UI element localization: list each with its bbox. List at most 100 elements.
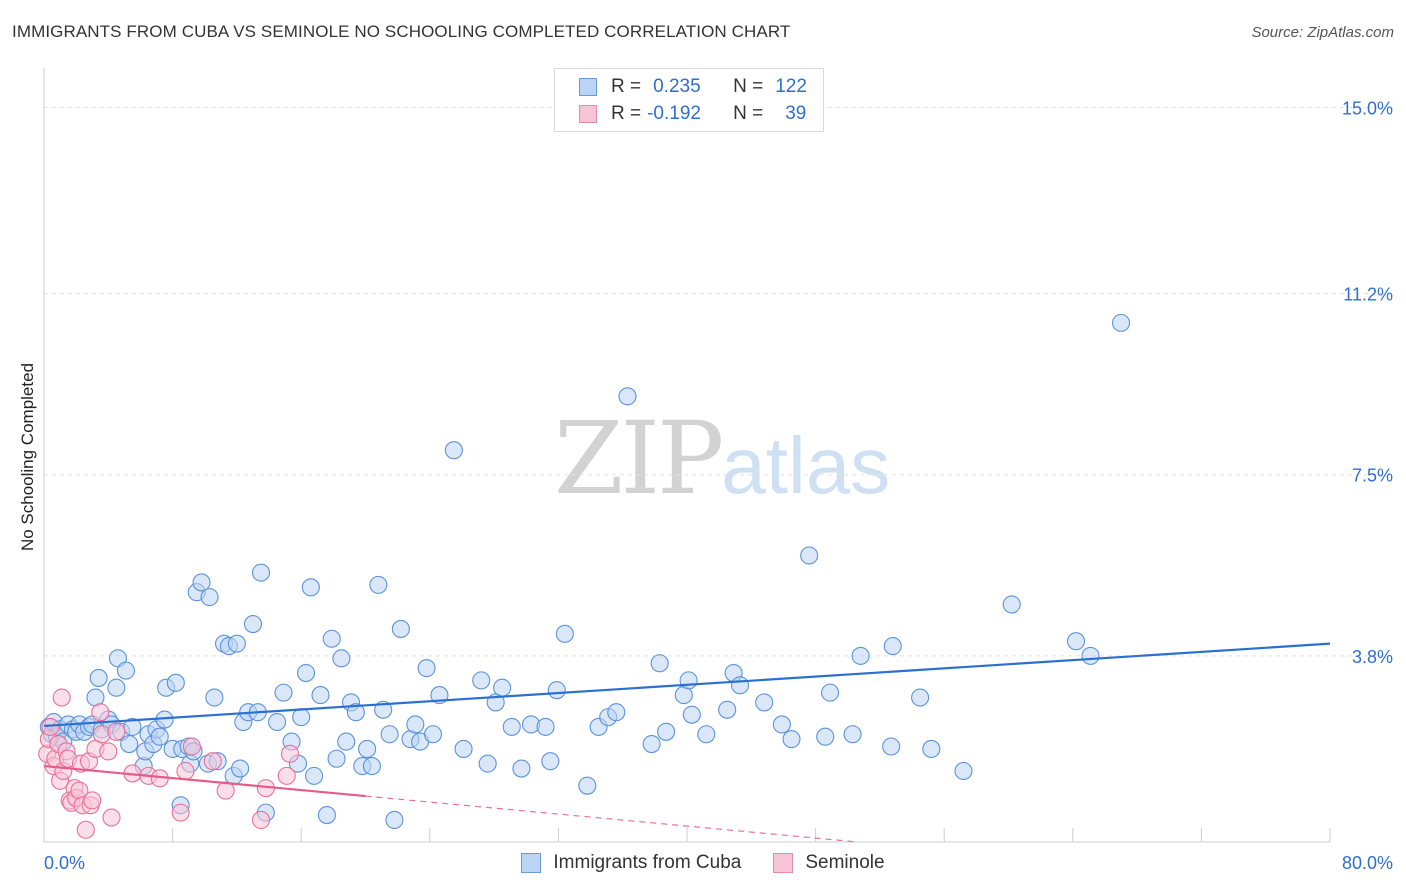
- cuba-point: [882, 737, 901, 756]
- y-axis-label: No Schooling Completed: [18, 362, 37, 552]
- legend-n-label: N =: [733, 76, 764, 97]
- cuba-point: [369, 575, 388, 594]
- cuba-point: [358, 739, 377, 758]
- cuba-point: [472, 671, 491, 690]
- cuba-point: [821, 683, 840, 702]
- seminole-point: [107, 722, 126, 741]
- cuba-point: [555, 624, 574, 643]
- cuba-point: [423, 725, 443, 744]
- cuba-point: [682, 705, 701, 724]
- series-label-seminole: Seminole: [805, 852, 885, 873]
- seminole-point: [176, 761, 195, 781]
- seminole-point: [102, 808, 121, 827]
- cuba-point: [454, 739, 473, 758]
- cuba-point: [444, 441, 463, 460]
- cuba-point: [292, 708, 311, 727]
- cuba-point: [922, 739, 941, 758]
- legend-row-cuba: R = 0.235 N = 122: [579, 74, 807, 100]
- series-swatch-cuba: [521, 853, 542, 873]
- y-tick-label: 11.2%: [1343, 284, 1393, 304]
- legend-n-label: N =: [733, 103, 764, 124]
- cuba-point: [346, 703, 365, 722]
- cuba-point: [243, 615, 263, 634]
- chart-title: IMMIGRANTS FROM CUBA VS SEMINOLE NO SCHO…: [12, 22, 791, 41]
- cuba-point: [150, 727, 169, 746]
- cuba-point: [541, 752, 560, 771]
- cuba-point: [883, 637, 902, 656]
- cuba-point: [317, 806, 336, 825]
- cuba-point: [800, 546, 819, 565]
- cuba-point: [502, 717, 521, 736]
- cuba-point: [1081, 646, 1100, 665]
- y-tick-label: 3.8%: [1352, 647, 1393, 667]
- cuba-point: [954, 761, 973, 781]
- cuba-point: [782, 730, 801, 749]
- cuba-point: [406, 715, 425, 734]
- cuba-point: [116, 661, 136, 680]
- cuba-point: [1002, 595, 1021, 614]
- cuba-point: [478, 754, 497, 773]
- cuba-point: [1066, 632, 1086, 651]
- cuba-point: [843, 725, 862, 744]
- cuba-point: [337, 732, 356, 751]
- seminole-point: [91, 703, 110, 722]
- cuba-point: [166, 673, 185, 692]
- cuba-point: [192, 573, 211, 592]
- cuba-point: [107, 678, 126, 697]
- cuba-point: [417, 659, 436, 678]
- cuba-point: [650, 654, 669, 673]
- correlation-legend: R = 0.235 N = 122 R = -0.192 N = 39: [554, 68, 824, 132]
- cuba-point: [730, 676, 750, 695]
- cuba-point: [657, 722, 676, 741]
- seminole-point: [99, 742, 118, 761]
- series-swatch-seminole: [773, 853, 794, 873]
- watermark-zip: ZIP: [554, 400, 724, 517]
- legend-r-label: R =: [611, 76, 642, 97]
- cuba-point: [327, 749, 346, 768]
- y-tick-label: 15.0%: [1342, 98, 1393, 118]
- legend-n-value: 122: [775, 76, 807, 97]
- cuba-point: [89, 668, 108, 687]
- x-tick-label: 80.0%: [1342, 853, 1393, 873]
- cuba-point: [120, 735, 139, 754]
- cuba-point: [536, 717, 555, 736]
- source-credit: Source: ZipAtlas.com: [1251, 24, 1394, 41]
- cuba-point: [380, 725, 399, 744]
- cuba-point: [816, 727, 835, 746]
- legend-r-label: R =: [611, 103, 642, 124]
- cuba-point: [268, 712, 287, 732]
- series-label-cuba: Immigrants from Cuba: [553, 852, 742, 873]
- legend-swatch-cuba: [579, 78, 597, 96]
- seminole-point: [280, 744, 299, 763]
- seminole-point: [277, 766, 296, 785]
- x-tick-label: 0.0%: [44, 853, 85, 873]
- cuba-point: [200, 588, 219, 607]
- seminole-point: [83, 791, 102, 810]
- cuba-point: [296, 663, 316, 683]
- cuba-point: [311, 686, 330, 705]
- cuba-point: [547, 681, 566, 700]
- cuba-point: [512, 759, 531, 778]
- seminole-point: [182, 737, 201, 756]
- seminole-point: [251, 810, 271, 830]
- cuba-point: [305, 766, 324, 785]
- cuba-point: [493, 678, 512, 697]
- seminole-point: [52, 688, 71, 707]
- legend-r-value: -0.192: [647, 103, 701, 124]
- cuba-point: [718, 700, 737, 719]
- cuba-point: [301, 578, 320, 597]
- series-legend-cuba: Immigrants from Cuba: [521, 852, 741, 874]
- watermark: ZIPatlas: [554, 400, 890, 517]
- cuba-point: [227, 634, 246, 653]
- cuba-point: [231, 759, 250, 778]
- cuba-point: [251, 563, 271, 582]
- cuba-point: [332, 649, 351, 668]
- series-legend: Immigrants from Cuba Seminole: [0, 852, 1406, 874]
- cuba-point: [1111, 313, 1131, 332]
- seminole-trend-extension: [365, 795, 858, 843]
- cuba-point: [322, 629, 341, 648]
- cuba-point: [679, 671, 698, 690]
- cuba-point: [755, 693, 774, 712]
- seminole-point: [76, 820, 95, 839]
- y-tick-label: 7.5%: [1352, 466, 1393, 486]
